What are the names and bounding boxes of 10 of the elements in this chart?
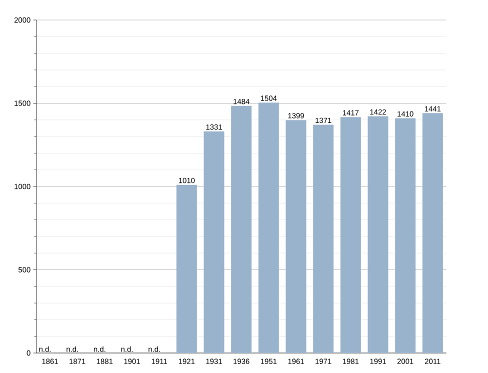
bar <box>340 117 361 353</box>
bar <box>204 131 224 353</box>
bar <box>176 184 197 353</box>
bar <box>422 113 443 353</box>
bar <box>231 106 252 353</box>
bar <box>313 124 334 353</box>
bar <box>286 120 306 353</box>
bar <box>395 118 416 353</box>
bar <box>258 102 279 353</box>
bar <box>368 116 388 353</box>
